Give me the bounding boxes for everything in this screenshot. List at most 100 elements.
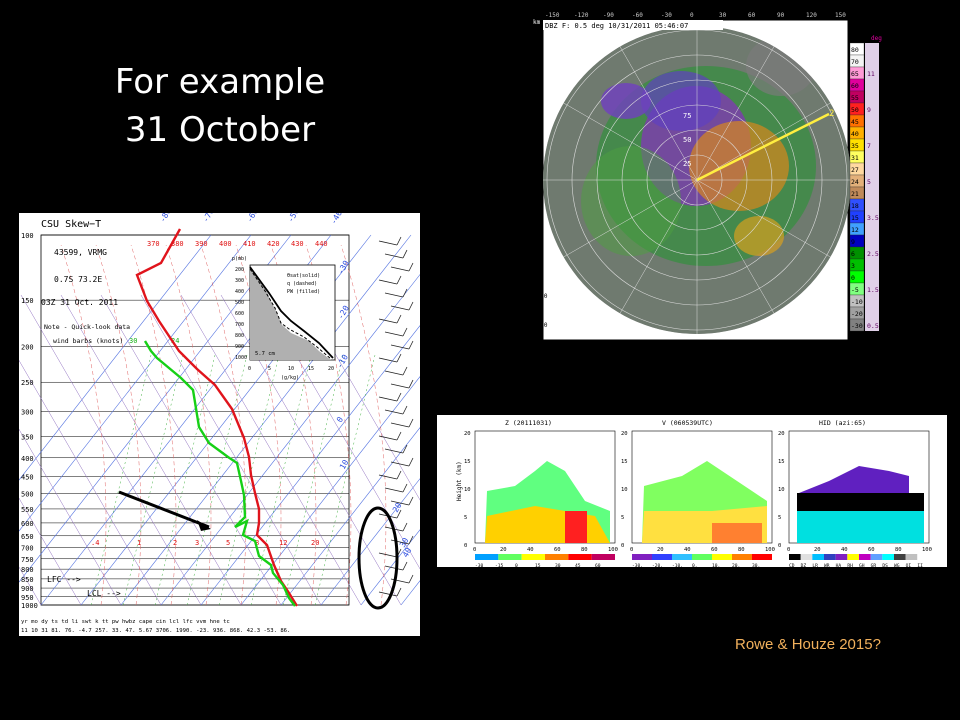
xsect-y-tick: 10 <box>621 487 628 493</box>
radar-left-tick: 90 <box>533 90 541 97</box>
azimuth-line <box>563 179 698 258</box>
wind-barb <box>384 409 404 415</box>
xsect-x-tick: 40 <box>841 547 848 553</box>
xsect-scale-label: LR <box>812 563 818 567</box>
xsect-colorbar-swatch <box>894 554 906 560</box>
dry-adiabat <box>19 497 82 606</box>
inset-pressure-tick: 200 <box>235 267 244 273</box>
colorbar-value: -30 <box>851 322 863 330</box>
xsect-colorbar-swatch <box>800 554 813 560</box>
xsect-y-tick: 0 <box>778 543 781 549</box>
inset-pressure-tick: 900 <box>235 344 244 350</box>
dewpoint-profile <box>143 340 296 607</box>
wind-barb-feather <box>402 366 408 376</box>
inset-ylabel: p(mb) <box>232 256 247 262</box>
xsect-scale-label: -15 <box>495 563 504 567</box>
wind-barb <box>390 461 410 467</box>
citation: Rowe & Houze 2015? <box>735 636 881 653</box>
colorbar-secondary-value: 5 <box>867 178 871 186</box>
xsect-scale-label: -30. <box>632 563 643 567</box>
xsect-y-tick: 20 <box>464 431 471 437</box>
moist-adiabat <box>340 244 387 606</box>
wind-barb-feather <box>402 405 408 415</box>
xsect-colorbar-swatch <box>870 554 883 560</box>
mixing-ratio-label: .4 <box>91 539 99 547</box>
xsect-x-tick: 0 <box>787 547 790 553</box>
xsect-scale-label: 60 <box>595 563 601 567</box>
isotherm-label: 30 <box>398 536 411 549</box>
wind-barb-feather <box>408 574 414 584</box>
xsect-scale-label: WG <box>894 563 900 567</box>
xsect-colorbar-swatch <box>812 554 824 560</box>
skewt-svg: 1001502002503003504004505005506006507007… <box>19 213 420 636</box>
inset-legend-2: q (dashed) <box>287 281 317 287</box>
wind-barb <box>384 487 404 493</box>
xsect-x-tick: 60 <box>554 547 561 553</box>
xsect-scale-label: 0. <box>692 563 698 567</box>
xsect-ylabel: Height (km) <box>456 461 463 501</box>
ring-label: 50 <box>683 136 691 144</box>
wind-barb <box>378 552 398 558</box>
skewt-note-1: Note - Quick-look data <box>44 323 130 331</box>
colorbar-secondary-value: 7 <box>867 142 871 150</box>
dry-adiabat <box>140 294 322 606</box>
xsect-scale-label: DS <box>882 563 888 567</box>
colorbar-value: -5 <box>851 286 859 294</box>
xsect-scale-label: WR <box>824 563 830 567</box>
inset-xlabel: (g/kg) <box>281 375 299 381</box>
pressure-label: 750 <box>21 556 34 564</box>
xsect-x-tick: 0 <box>630 547 633 553</box>
inset-pressure-tick: 300 <box>235 278 244 284</box>
radar-left-tick: 120 <box>533 61 544 68</box>
xsect-scale-label: -30 <box>475 563 484 567</box>
wind-barb-feather <box>402 249 408 259</box>
azimuth-line <box>696 46 775 181</box>
colorbar-value: 21 <box>851 190 859 198</box>
wind-barb <box>384 565 404 571</box>
isotherm-label: -80 <box>158 213 173 224</box>
theta-label: 430 <box>291 240 304 248</box>
xsect-colorbar-swatch <box>568 554 592 560</box>
dry-adiabat <box>60 294 242 606</box>
radar-left-tick: -150 <box>533 322 548 329</box>
colorbar-secondary-value: 0.5 <box>867 322 879 330</box>
wind-barb-feather <box>408 535 414 545</box>
colorbar-value: 65 <box>851 70 859 78</box>
moist-adiabat <box>95 244 142 606</box>
radar-top-tick: 120 <box>806 12 817 19</box>
wind-barb-feather <box>408 418 414 428</box>
xsect-scale-label: GH <box>859 563 865 567</box>
inset-pw-value: 5.7 cm <box>255 351 276 357</box>
pressure-label: 400 <box>21 455 34 463</box>
isotherm-label: 10 <box>338 458 351 471</box>
ray-label: 2 <box>829 109 834 119</box>
isotherm <box>280 427 420 606</box>
colorbar-secondary <box>865 43 879 331</box>
colorbar-value: 40 <box>851 130 859 138</box>
xsect-colorbar-swatch <box>475 554 499 560</box>
colorbar-value: 60 <box>851 82 859 90</box>
wind-barb-feather <box>408 496 414 506</box>
xsect-colorbar-swatch <box>824 554 836 560</box>
xsect-colorbar-swatch <box>672 554 692 560</box>
colorbar-value: 15 <box>851 214 859 222</box>
xsect-colorbar-swatch <box>712 554 732 560</box>
wind-barb <box>384 292 404 298</box>
moist-adiabat <box>130 244 177 606</box>
wind-barb <box>390 422 410 428</box>
isotherm-label: -50 <box>286 213 301 224</box>
wind-barb-feather <box>396 353 402 363</box>
skewt-location: 0.7S 73.2E <box>54 275 102 284</box>
dry-adiabat <box>180 294 362 606</box>
pressure-label: 800 <box>21 566 34 574</box>
pressure-label: 950 <box>21 594 34 602</box>
skewt-diagram: 100 150 200 250 300 350 400 450 500 550 600 650 700 7… <box>19 213 420 636</box>
skewt-footer-values: 11 10 31 81. 76. -4.7 257. 33. 47. 5.67 … <box>21 628 290 634</box>
pressure-label: 900 <box>21 585 34 593</box>
xsect-panel-title: V (060539UTC) <box>662 419 713 427</box>
xsect-x-tick: 100 <box>608 547 618 553</box>
title-line-2: 31 October <box>124 110 316 150</box>
wind-barb <box>378 435 398 441</box>
radar-footer-label: DBZ <box>849 340 862 348</box>
